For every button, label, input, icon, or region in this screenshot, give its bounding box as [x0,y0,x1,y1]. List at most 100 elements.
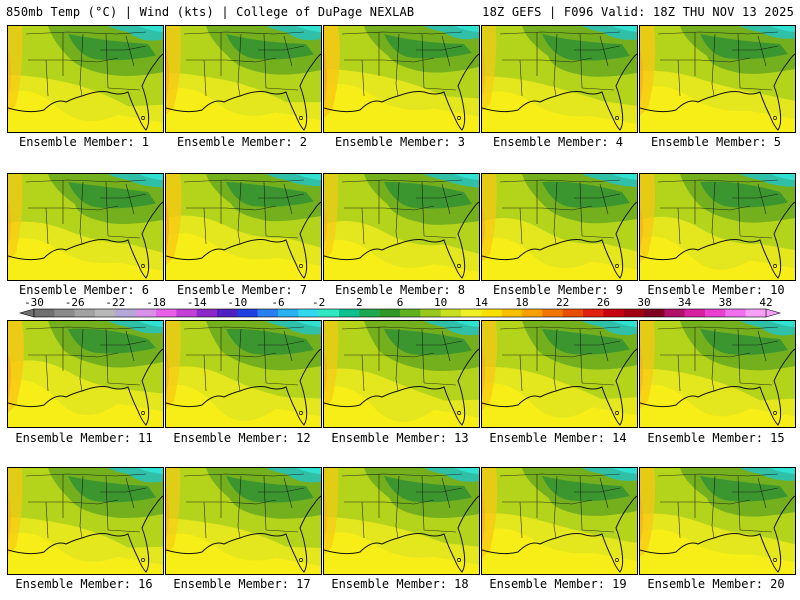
colorbar-tick-label: 34 [678,298,692,309]
ensemble-map-2 [165,25,322,133]
colorbar-swatch [420,309,441,317]
colorbar-tick-label: 10 [434,298,447,309]
ensemble-member-label: Ensemble Member: 5 [650,135,782,149]
colorbar-tick-label: -14 [187,298,207,309]
colorbar-swatch [95,309,116,317]
ensemble-member-label: Ensemble Member: 3 [334,135,466,149]
colorbar-tick-label: 18 [515,298,528,309]
ensemble-member-label: Ensemble Member: 7 [176,283,308,297]
colorbar-swatch [725,309,746,317]
ensemble-member-label: Ensemble Member: 2 [176,135,308,149]
ensemble-member-label: Ensemble Member: 16 [15,577,153,591]
colorbar-swatch [481,309,502,317]
ensemble-map-13 [323,320,480,428]
colorbar-tick-label: -18 [146,298,166,309]
colorbar-swatch [318,309,340,317]
colorbar-tick-label: 14 [475,298,489,309]
ensemble-member-label: Ensemble Member: 14 [489,431,627,445]
colorbar-swatch [664,309,685,317]
colorbar-tick-label: -26 [65,298,85,309]
colorbar-swatch [196,309,218,317]
colorbar-swatch [440,309,462,317]
colorbar-tick-label: 22 [556,298,569,309]
colorbar-swatch [217,309,238,317]
ensemble-member-label: Ensemble Member: 19 [489,577,627,591]
ensemble-map-19 [481,467,638,575]
ensemble-map-14 [481,320,638,428]
ensemble-map-4 [481,25,638,133]
ensemble-map-10 [639,173,796,281]
ensemble-map-3 [323,25,480,133]
colorbar-tick-label: 38 [719,298,732,309]
colorbar-tick-label: -10 [227,298,247,309]
ensemble-map-1 [7,25,164,133]
map-title: 850mb Temp (°C) | Wind (kts) | College o… [6,5,415,19]
colorbar-swatch [74,309,96,317]
ensemble-map-9 [481,173,638,281]
ensemble-map-11 [7,320,164,428]
colorbar-swatch [644,309,665,317]
colorbar-swatch [298,309,319,317]
model-run-valid-time: 18Z GEFS | F096 Valid: 18Z THU NOV 13 20… [482,5,794,19]
colorbar-tick-label: -2 [312,298,325,309]
ensemble-member-label: Ensemble Member: 4 [492,135,624,149]
ensemble-member-label: Ensemble Member: 6 [18,283,150,297]
colorbar-tick-label: -22 [105,298,125,309]
ensemble-member-label: Ensemble Member: 20 [647,577,785,591]
ensemble-member-label: Ensemble Member: 17 [173,577,311,591]
colorbar-swatch [156,309,177,317]
colorbar-swatch [359,309,380,317]
colorbar-swatch [542,309,563,317]
colorbar-tick-label: 6 [397,298,404,309]
colorbar-swatch [54,309,75,317]
colorbar-swatch [34,309,55,317]
ensemble-member-label: Ensemble Member: 11 [15,431,153,445]
colorbar-swatch [623,309,645,317]
colorbar-swatch [400,309,421,317]
colorbar-swatch [115,309,136,317]
temperature-colorbar: -30 -26 -22 -18 -14 -10 -6 -2 2 6 10 14 18 22 26 30 34 38… [16,298,784,322]
ensemble-map-7 [165,173,322,281]
ensemble-member-label: Ensemble Member: 10 [647,283,785,297]
ensemble-member-label: Ensemble Member: 18 [331,577,469,591]
colorbar-swatch [176,309,197,317]
ensemble-map-16 [7,467,164,575]
ensemble-member-label: Ensemble Member: 8 [334,283,466,297]
colorbar-tick-label: -6 [271,298,284,309]
colorbar-tick-label: 2 [356,298,363,309]
colorbar-swatch [461,309,482,317]
colorbar-tick-label: 26 [597,298,610,309]
ensemble-map-6 [7,173,164,281]
colorbar-max-arrow [765,308,782,318]
ensemble-map-5 [639,25,796,133]
ensemble-member-label: Ensemble Member: 13 [331,431,469,445]
ensemble-map-12 [165,320,322,428]
ensemble-map-18 [323,467,480,575]
colorbar-swatch [522,309,543,317]
colorbar-tick-label: 30 [637,298,650,309]
colorbar-swatch [237,309,258,317]
colorbar-swatch [257,309,279,317]
colorbar-swatch [135,309,157,317]
colorbar-swatch [603,309,624,317]
ensemble-map-20 [639,467,796,575]
colorbar-swatch [562,309,584,317]
colorbar-swatch [705,309,726,317]
colorbar-swatch [583,309,604,317]
ensemble-member-label: Ensemble Member: 9 [492,283,624,297]
ensemble-map-17 [165,467,322,575]
colorbar-tick-label: -30 [24,298,44,309]
colorbar-tick-label: 42 [759,298,772,309]
colorbar-min-arrow [18,308,35,318]
ensemble-map-15 [639,320,796,428]
ensemble-member-label: Ensemble Member: 1 [18,135,150,149]
ensemble-member-label: Ensemble Member: 12 [173,431,311,445]
colorbar-swatch [501,309,523,317]
colorbar-swatch [278,309,299,317]
colorbar-swatch [379,309,401,317]
colorbar-swatch [745,309,767,317]
colorbar-swatch [684,309,706,317]
ensemble-map-8 [323,173,480,281]
colorbar-swatch [339,309,360,317]
ensemble-member-label: Ensemble Member: 15 [647,431,785,445]
